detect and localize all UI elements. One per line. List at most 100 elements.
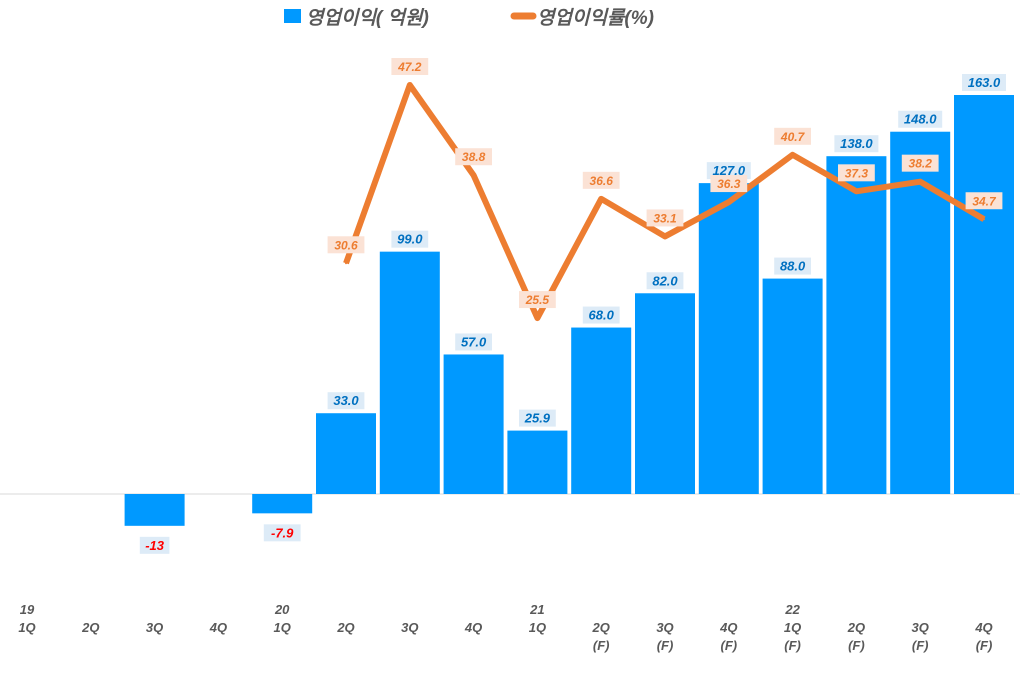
bar-data-label: 127.0: [713, 163, 746, 178]
line-data-label-bg: [965, 192, 1003, 210]
bar-data-label: 138.0: [840, 136, 873, 151]
bar-data-label-bg: [834, 135, 879, 153]
line-data-label: 37.3: [845, 166, 869, 180]
x-tick-label: 4Q: [209, 620, 227, 635]
line-data-label-bg: [455, 148, 492, 166]
bar-data-label: 25.9: [524, 411, 551, 426]
line-point: [855, 190, 858, 193]
line-data-label-bg: [519, 291, 556, 309]
line-data-label-bg: [710, 175, 748, 193]
x-tick-label: 4Q: [464, 620, 482, 635]
bar-data-label: 148.0: [904, 112, 937, 127]
x-tick-label: (F): [593, 638, 610, 653]
bar-data-label-bg: [706, 162, 751, 180]
bar: [443, 354, 504, 494]
line-data-label-bg: [774, 127, 811, 145]
line-data-label: 47.2: [397, 60, 422, 74]
bar-data-label-bg: [327, 392, 365, 410]
line-data-label: 33.1: [653, 211, 677, 225]
line-point: [664, 235, 666, 238]
x-tick-label: 2Q: [336, 620, 354, 635]
bar: [826, 156, 887, 494]
x-tick-label: (F): [784, 638, 801, 653]
x-tick-label: 21: [529, 602, 544, 617]
bar: [635, 293, 695, 494]
x-tick-label: 3Q: [146, 620, 163, 635]
line-point: [919, 180, 922, 183]
line-data-label: 30.6: [334, 238, 358, 252]
bar: [252, 494, 313, 514]
line-point: [345, 262, 347, 265]
line-data-label-bg: [391, 58, 429, 75]
bar-data-label: 33.0: [333, 393, 359, 408]
bar-data-label-bg: [391, 230, 429, 248]
bar-data-label-bg: [582, 306, 620, 324]
bar: [954, 95, 1014, 494]
x-tick-label: 3Q: [401, 620, 418, 635]
line-point: [983, 218, 985, 221]
line-data-label-bg: [646, 209, 684, 227]
x-tick-label: 22: [784, 602, 800, 617]
x-tick-label: (F): [976, 638, 993, 653]
line-point: [727, 201, 730, 204]
line-data-label: 36.3: [717, 177, 741, 191]
line-point: [536, 317, 539, 320]
bar: [379, 251, 440, 494]
bar-data-label: -7.9: [271, 525, 294, 540]
x-tick-label: (F): [657, 638, 674, 653]
bar-data-label-bg: [962, 74, 1006, 91]
bar-data-label: 88.0: [780, 259, 806, 274]
bar-data-label-bg: [774, 257, 811, 275]
bar-data-label-bg: [898, 110, 943, 128]
bar-data-label-bg: [519, 409, 556, 427]
bar-data-label: 57.0: [461, 334, 487, 349]
x-tick-label: 1Q: [18, 620, 35, 635]
line-data-label: 40.7: [780, 130, 806, 144]
x-tick-label: 2Q: [81, 620, 99, 635]
line-data-label-bg: [582, 171, 620, 189]
x-tick-label: 1Q: [529, 620, 546, 635]
bar-data-label: -13: [145, 538, 165, 553]
line-point: [791, 153, 794, 156]
x-tick-label: 4Q: [974, 620, 992, 635]
line-point: [600, 197, 603, 200]
x-tick-label: 19: [20, 602, 35, 617]
x-tick-label: 4Q: [719, 620, 737, 635]
line-data-label: 34.7: [972, 194, 997, 208]
bar: [507, 430, 568, 494]
x-tick-label: 3Q: [656, 620, 673, 635]
x-tick-label: (F): [912, 638, 929, 653]
line-data-label-bg: [838, 164, 875, 182]
line-data-label: 38.8: [462, 150, 486, 164]
x-tick-label: 2Q: [592, 620, 610, 635]
x-tick-label: 2Q: [847, 620, 865, 635]
line-data-label: 38.2: [909, 157, 933, 171]
legend-swatch-bar: [284, 9, 301, 23]
bar-data-label: 82.0: [652, 273, 678, 288]
bar: [316, 413, 376, 494]
x-tick-label: (F): [720, 638, 737, 653]
line-data-label-bg: [327, 236, 365, 254]
x-tick-label: 20: [274, 602, 290, 617]
legend-label-bar: 영업이익( 억원): [306, 7, 429, 29]
bar: [124, 494, 185, 526]
x-tick-label: 1Q: [274, 620, 291, 635]
line-data-label-bg: [901, 154, 939, 172]
line-data-label: 36.6: [590, 174, 614, 188]
x-tick-label: (F): [848, 638, 865, 653]
bar: [762, 278, 823, 494]
bar-data-label-bg: [455, 333, 492, 351]
legend-label-line: 영업이익률(%): [537, 7, 654, 29]
bar: [571, 327, 632, 494]
x-tick-label: 3Q: [912, 620, 929, 635]
bar-data-label: 99.0: [397, 232, 423, 247]
bar-data-label-bg: [139, 536, 170, 554]
x-tick-label: 1Q: [784, 620, 801, 635]
bar-data-label: 68.0: [589, 308, 615, 323]
line-point: [408, 84, 411, 86]
line-data-label: 25.5: [525, 293, 550, 307]
bar-data-label-bg: [646, 272, 684, 290]
legend: 영업이익( 억원) 영업이익률(%): [284, 7, 654, 29]
bar-data-label-bg: [263, 524, 301, 542]
